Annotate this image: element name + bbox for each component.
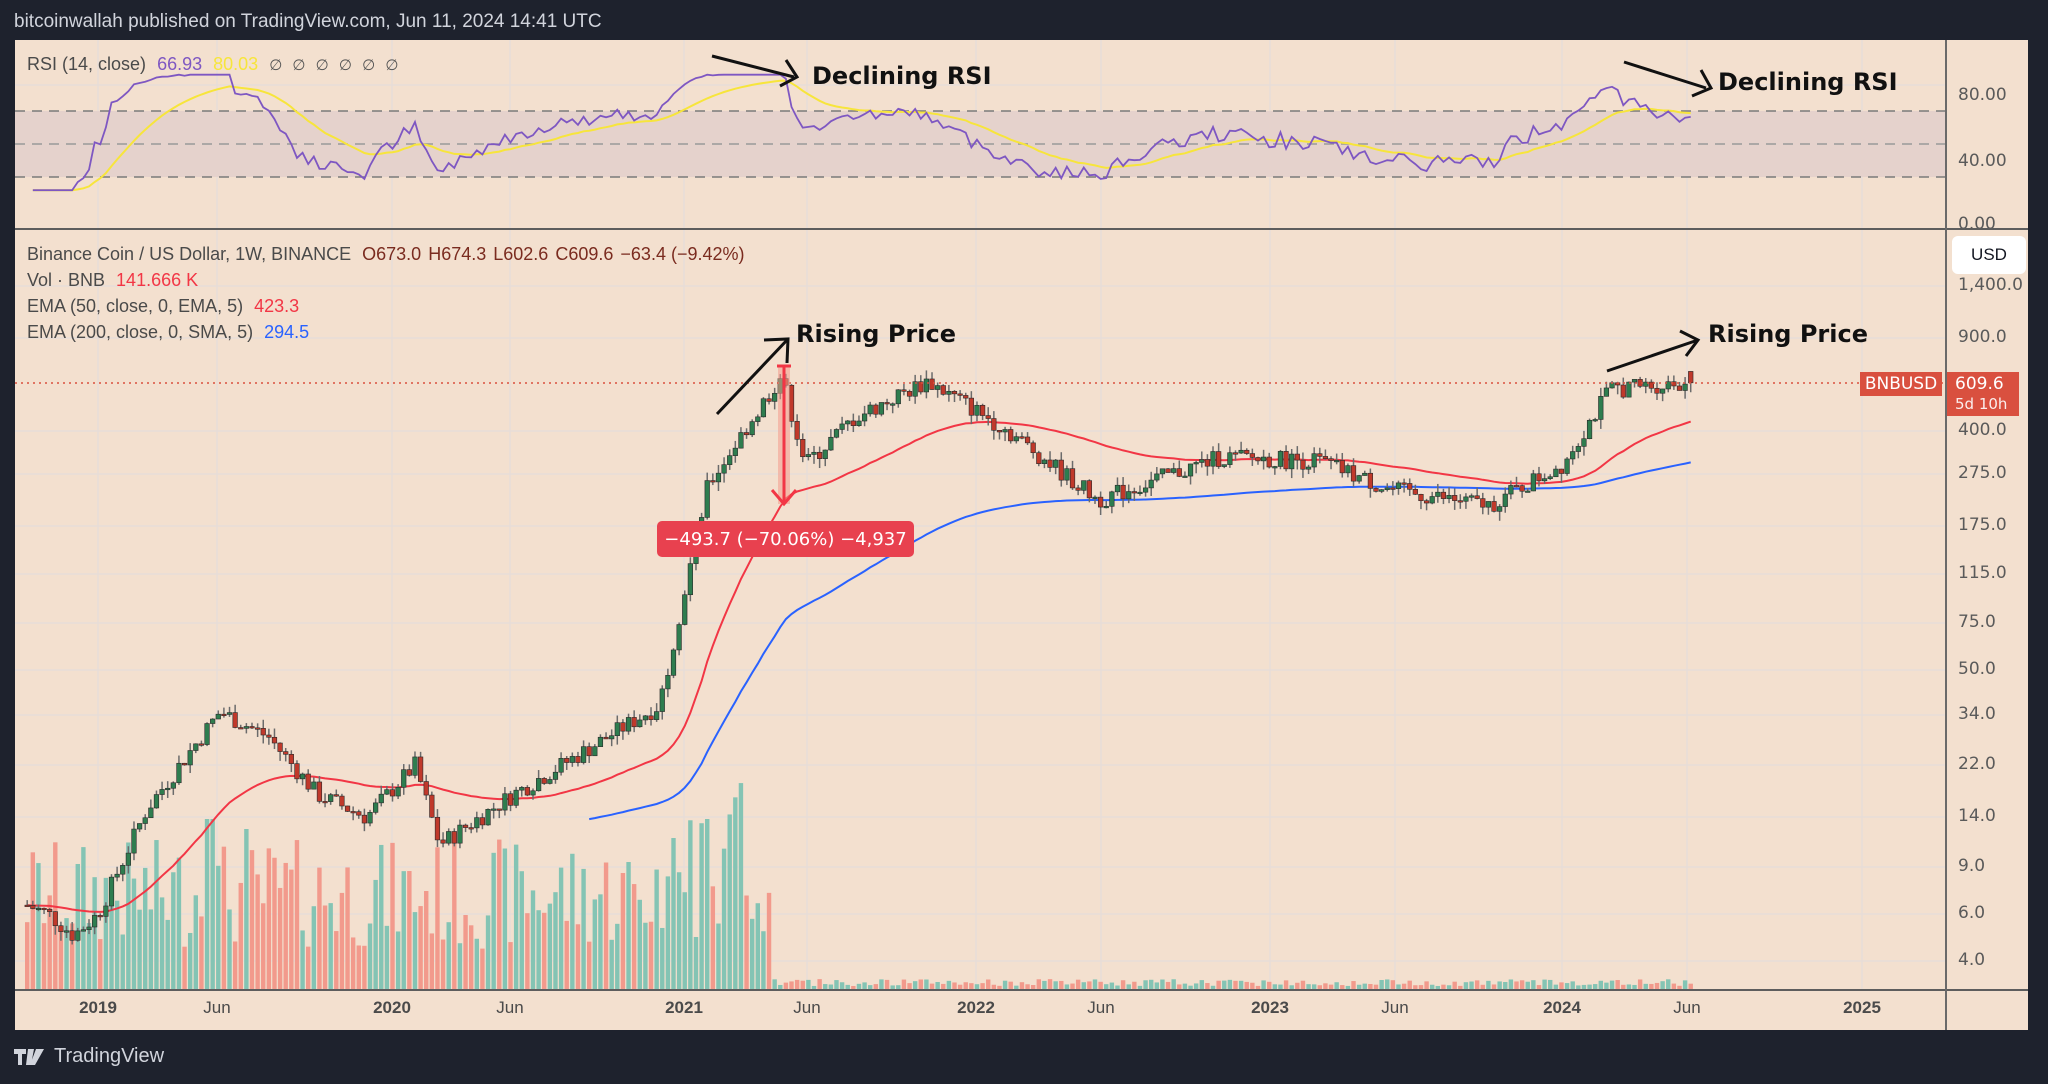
volume-legend[interactable]: Vol · BNB 141.666 K xyxy=(27,270,204,291)
ohlc-close: C609.6 xyxy=(555,244,614,264)
measure-tool-label[interactable]: −493.7 (−70.06%) −4,937 xyxy=(657,521,914,557)
time-axis-divider xyxy=(15,989,2028,991)
volume-value: 141.666 K xyxy=(116,270,199,290)
ema200-label: EMA (200, close, 0, SMA, 5) xyxy=(27,322,254,342)
symbol-title: Binance Coin / US Dollar, 1W, BINANCE xyxy=(27,244,352,264)
rsi-value: 66.93 xyxy=(157,54,203,74)
time-axis-label: 2022 xyxy=(957,998,995,1017)
declining-rsi-annotation-2: Declining RSI xyxy=(1718,68,1898,96)
last-price-tag: 609.6 5d 10h xyxy=(1947,372,2019,416)
time-axis-label: Jun xyxy=(203,998,231,1017)
ema50-value: 423.3 xyxy=(254,296,300,316)
price-axis-label: 1,400.0 xyxy=(1958,275,2023,292)
time-axis-label: 2021 xyxy=(665,998,703,1017)
time-axis-label: 2025 xyxy=(1843,998,1881,1017)
price-axis-label: 4.0 xyxy=(1958,950,1986,970)
time-axis-label: 2019 xyxy=(79,998,117,1017)
rising-price-annotation-2: Rising Price xyxy=(1708,320,1868,348)
price-axis-label: 275.0 xyxy=(1958,463,2007,483)
price-axis-divider xyxy=(1945,40,1947,1030)
rsi-axis-80: 80.00 xyxy=(1958,85,2007,105)
time-axis-label: 2024 xyxy=(1543,998,1581,1017)
price-axis-label: 22.0 xyxy=(1958,754,1996,774)
price-axis-label: 175.0 xyxy=(1958,515,2007,535)
declining-rsi-annotation-1: Declining RSI xyxy=(812,62,992,90)
time-axis-label: Jun xyxy=(1381,998,1409,1017)
rsi-axis-40: 40.00 xyxy=(1958,151,2007,171)
ema200-value: 294.5 xyxy=(264,322,310,342)
pane-divider[interactable] xyxy=(15,228,2028,230)
price-axis-label: 115.0 xyxy=(1958,563,2007,583)
ohlc-low: L602.6 xyxy=(493,244,549,264)
time-axis-label: 2020 xyxy=(373,998,411,1017)
ohlc-change: −63.4 (−9.42%) xyxy=(620,244,745,264)
volume-label: Vol · BNB xyxy=(27,270,106,290)
tradingview-logo-icon xyxy=(14,1048,44,1065)
currency-button[interactable]: USD xyxy=(1952,236,2026,274)
price-axis-label: 400.0 xyxy=(1958,420,2007,440)
footer-brand: TradingView xyxy=(54,1045,165,1067)
ema200-legend[interactable]: EMA (200, close, 0, SMA, 5) 294.5 xyxy=(27,322,315,343)
price-axis-label: 900.0 xyxy=(1958,327,2007,347)
ema50-legend[interactable]: EMA (50, close, 0, EMA, 5) 423.3 xyxy=(27,296,305,317)
last-price: 609.6 xyxy=(1955,374,2004,394)
rsi-label: RSI (14, close) xyxy=(27,54,147,74)
time-axis-label: Jun xyxy=(496,998,524,1017)
rsi-ma-value: 80.03 xyxy=(213,54,259,74)
time-axis-label: Jun xyxy=(1087,998,1115,1017)
rising-price-annotation-1: Rising Price xyxy=(796,320,956,348)
publish-info: bitcoinwallah published on TradingView.c… xyxy=(14,11,602,32)
time-axis-label: 2023 xyxy=(1251,998,1289,1017)
price-axis-label: 50.0 xyxy=(1958,659,1996,679)
rsi-axis-0: 0.00 xyxy=(1958,214,1996,228)
ohlc-open: O673.0 xyxy=(362,244,422,264)
rsi-placeholder-values: ∅ ∅ ∅ ∅ ∅ ∅ xyxy=(269,57,402,74)
time-axis-label: Jun xyxy=(793,998,821,1017)
rsi-legend[interactable]: RSI (14, close) 66.93 80.03 ∅ ∅ ∅ ∅ ∅ ∅ xyxy=(27,54,407,75)
symbol-tag: BNBUSD xyxy=(1860,372,1942,396)
bar-countdown: 5d 10h xyxy=(1955,395,2008,413)
price-axis-label: 14.0 xyxy=(1958,806,1996,826)
chart-frame xyxy=(15,40,2028,1030)
time-axis-label: Jun xyxy=(1673,998,1701,1017)
ema50-label: EMA (50, close, 0, EMA, 5) xyxy=(27,296,244,316)
price-axis-label: 34.0 xyxy=(1958,704,1996,724)
price-axis-label: 9.0 xyxy=(1958,856,1986,876)
tradingview-logo[interactable]: TradingView xyxy=(14,1045,164,1068)
ohlc-high: H674.3 xyxy=(428,244,487,264)
price-axis-label: 75.0 xyxy=(1958,612,1996,632)
symbol-legend[interactable]: Binance Coin / US Dollar, 1W, BINANCE O6… xyxy=(27,244,751,265)
price-axis-label: 6.0 xyxy=(1958,903,1986,923)
